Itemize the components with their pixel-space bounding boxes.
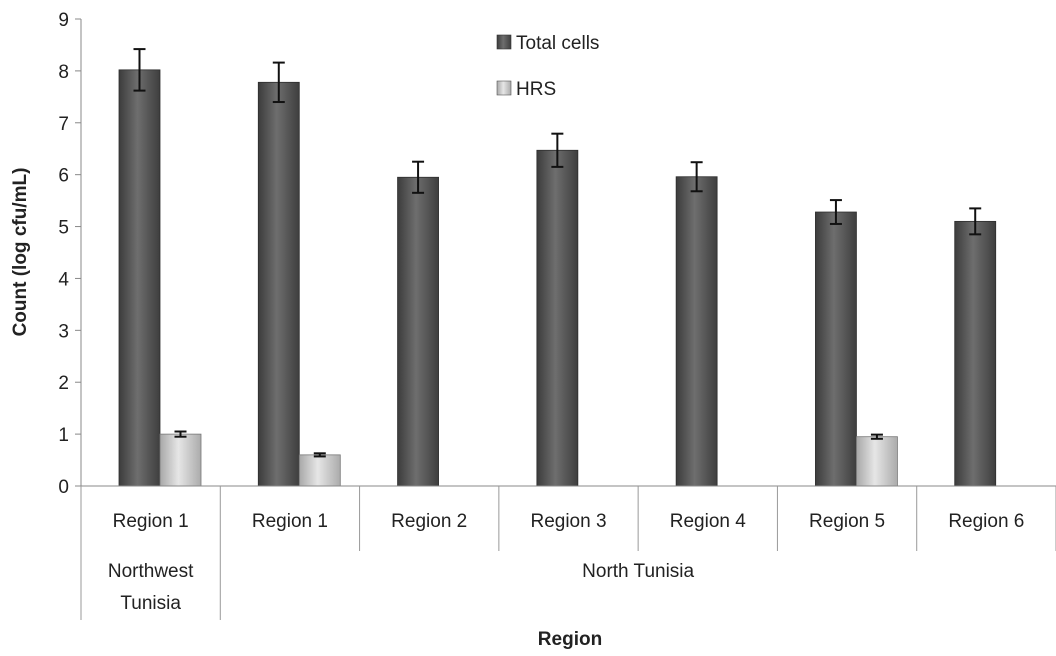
bar-total-cells (118, 69, 161, 487)
x-category-label: Region 2 (391, 511, 467, 532)
bar-total-cells (257, 81, 300, 487)
x-category-label: Region 1 (113, 511, 189, 532)
x-axis-title: Region (538, 629, 602, 650)
bars (118, 69, 997, 487)
bar-total-cells (675, 176, 718, 487)
y-tick-label: 8 (58, 62, 69, 83)
x-category-label: Region 3 (530, 511, 606, 532)
y-tick-label: 4 (58, 269, 69, 290)
y-tick-label: 9 (58, 10, 69, 31)
y-axis-title: Count (log cfu/mL) (10, 168, 31, 337)
legend-label-hrs: HRS (516, 79, 556, 100)
y-tick-label: 1 (58, 425, 69, 446)
y-tick-label: 7 (58, 114, 69, 135)
x-group-label: Tunisia (120, 593, 181, 614)
y-tick-label: 6 (58, 166, 69, 187)
bar-total-cells (815, 211, 857, 487)
error-bars (133, 48, 982, 458)
legend-swatch-hrs (496, 80, 512, 96)
x-category-label: Region 4 (670, 511, 746, 532)
y-axis: 0 1 2 3 4 5 6 7 8 9 (58, 10, 82, 498)
x-axis: Region 1 Region 1 Region 2 Region 3 Region 4… (80, 485, 1056, 620)
x-group-label: Northwest (108, 561, 194, 582)
bar-total-cells (536, 149, 579, 487)
y-tick-label: 0 (58, 477, 69, 498)
x-group-label: North Tunisia (582, 561, 694, 582)
bar-total-cells (397, 176, 439, 487)
bar-hrs (159, 433, 202, 487)
x-category-label: Region 6 (948, 511, 1024, 532)
bar-hrs (856, 436, 898, 487)
bar-total-cells (954, 220, 997, 487)
legend-swatch-total-cells (496, 34, 512, 50)
y-tick-label: 3 (58, 321, 69, 342)
x-category-label: Region 5 (809, 511, 885, 532)
legend: Total cells HRS (496, 33, 599, 100)
legend-label-total-cells: Total cells (516, 33, 599, 54)
x-category-label: Region 1 (252, 511, 328, 532)
y-tick-label: 2 (58, 373, 69, 394)
y-tick-label: 5 (58, 218, 69, 239)
bar-hrs (298, 454, 341, 487)
